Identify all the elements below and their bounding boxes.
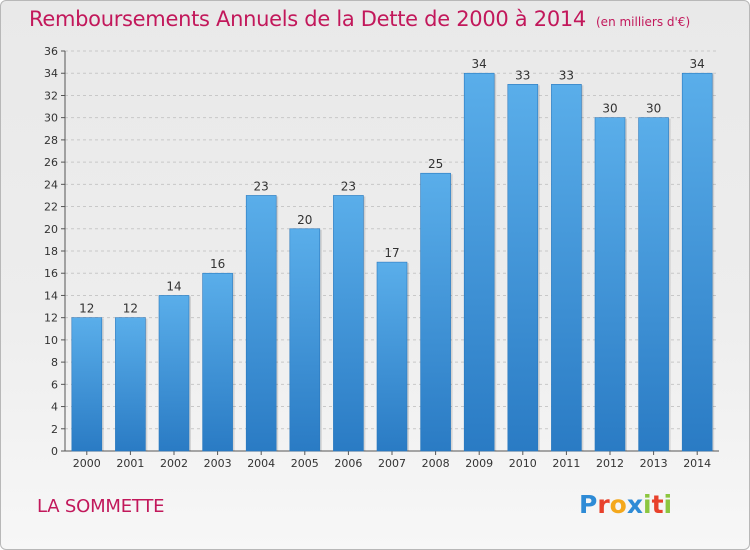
y-tick-label: 18 (44, 245, 58, 258)
chart-title: Remboursements Annuels de la Dette de 20… (29, 7, 690, 31)
y-tick-label: 34 (44, 67, 58, 80)
bar (551, 84, 582, 452)
data-label: 30 (602, 102, 617, 116)
y-tick-label: 28 (44, 134, 58, 147)
data-label: 23 (254, 179, 269, 193)
logo-letter: i (663, 490, 673, 519)
x-tick-label: 2011 (552, 457, 580, 470)
y-tick-label: 26 (44, 156, 58, 169)
logo-letter: i (643, 490, 652, 519)
bar (115, 317, 146, 452)
data-label: 30 (646, 102, 661, 116)
x-tick-label: 2008 (422, 457, 450, 470)
x-tick-label: 2009 (465, 457, 493, 470)
y-tick-label: 22 (44, 201, 58, 214)
bar (420, 172, 451, 452)
data-label: 17 (384, 246, 399, 260)
data-label: 12 (79, 302, 94, 316)
y-tick-label: 20 (44, 223, 58, 236)
data-label: 14 (166, 279, 181, 293)
y-tick-label: 14 (44, 289, 58, 302)
y-tick-label: 30 (44, 112, 58, 125)
y-tick-label: 6 (51, 378, 58, 391)
bar (202, 272, 233, 452)
y-tick-label: 0 (51, 445, 58, 458)
data-label: 33 (515, 68, 530, 82)
x-tick-label: 2001 (116, 457, 144, 470)
x-tick-label: 2002 (160, 457, 188, 470)
bar (245, 195, 277, 452)
bar (158, 295, 190, 452)
chart-title-main: Remboursements Annuels de la Dette de 20… (29, 7, 586, 31)
data-label: 25 (428, 157, 443, 171)
bar (333, 195, 364, 452)
bar (638, 117, 669, 452)
x-tick-label: 2003 (204, 457, 232, 470)
bar (289, 228, 321, 452)
bar (376, 261, 408, 452)
logo-letter: o (609, 490, 627, 519)
chart-title-unit: (en milliers d'€) (596, 15, 691, 29)
y-tick-label: 4 (51, 401, 58, 414)
proxiti-logo: Proxiti (579, 490, 672, 519)
x-tick-label: 2000 (73, 457, 101, 470)
logo-letter: r (597, 490, 610, 519)
x-tick-label: 2007 (378, 457, 406, 470)
y-tick-label: 2 (51, 423, 58, 436)
y-tick-label: 24 (44, 178, 58, 191)
data-label: 23 (341, 179, 356, 193)
data-label: 34 (690, 57, 705, 71)
y-tick-label: 8 (51, 356, 58, 369)
data-label: 34 (472, 57, 487, 71)
x-tick-label: 2013 (640, 457, 668, 470)
bar (507, 84, 539, 452)
x-tick-label: 2004 (247, 457, 275, 470)
x-tick-label: 2010 (509, 457, 537, 470)
logo-letter: t (651, 490, 664, 519)
y-tick-label: 32 (44, 89, 58, 102)
data-label: 20 (297, 213, 312, 227)
bar (463, 72, 495, 452)
bar (594, 117, 626, 452)
logo-letter: P (579, 490, 598, 519)
x-tick-label: 2014 (683, 457, 711, 470)
data-label: 33 (559, 68, 574, 82)
y-tick-label: 36 (44, 45, 58, 58)
x-tick-label: 2006 (334, 457, 362, 470)
x-tick-label: 2005 (291, 457, 319, 470)
y-tick-label: 16 (44, 267, 58, 280)
commune-name: LA SOMMETTE (37, 496, 165, 517)
bar (71, 317, 103, 452)
data-label: 12 (123, 302, 138, 316)
x-tick-label: 2012 (596, 457, 624, 470)
logo-letter: x (626, 490, 643, 519)
y-tick-label: 12 (44, 312, 58, 325)
bar (681, 72, 713, 452)
y-tick-label: 10 (44, 334, 58, 347)
data-label: 16 (210, 257, 225, 271)
